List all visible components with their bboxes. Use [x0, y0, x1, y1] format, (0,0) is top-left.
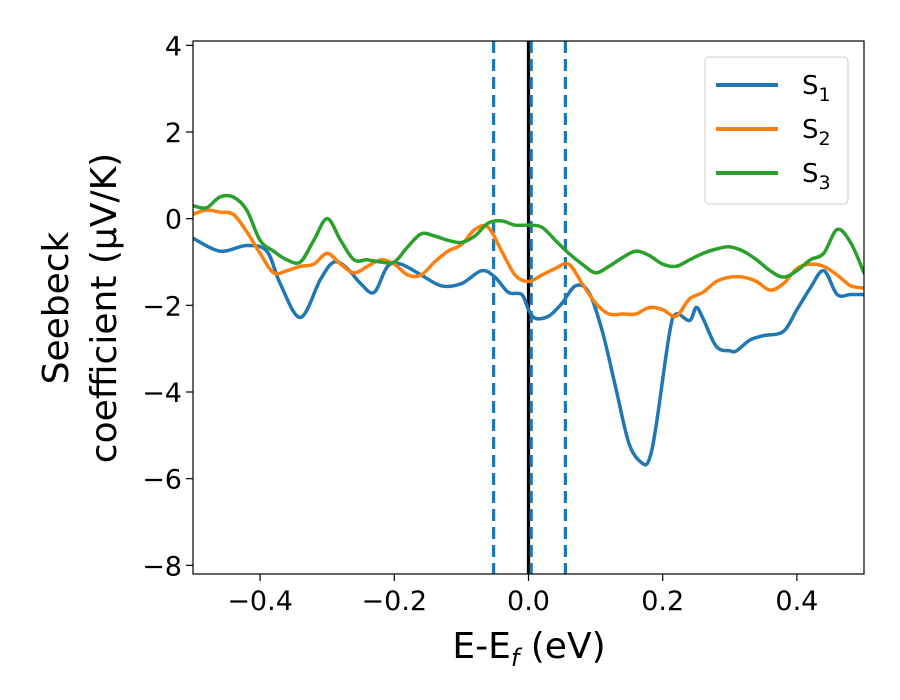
y-tick-label: −8 — [142, 551, 182, 582]
y-tick-label: 4 — [165, 31, 182, 62]
legend-label-s1: S1 — [802, 71, 831, 106]
x-tick-label: 0.4 — [775, 586, 818, 617]
y-tick-label: 0 — [165, 205, 182, 236]
legend: S1 S2 S3 — [704, 56, 849, 205]
x-axis-label: E-Ef (eV) — [452, 626, 605, 672]
series-line-s3 — [193, 193, 864, 279]
x-tick-label: 0.2 — [641, 586, 684, 617]
x-tick-label: −0.4 — [227, 586, 293, 617]
legend-label-s2: S2 — [802, 115, 831, 150]
y-tick-label: −4 — [142, 378, 182, 409]
legend-label-s3: S3 — [802, 159, 831, 194]
y-tick-label: −6 — [142, 465, 182, 496]
x-tick-label: −0.2 — [362, 586, 428, 617]
x-axis-ticks: −0.4 −0.2 0.0 0.2 0.4 — [227, 574, 818, 617]
y-axis-ticks: 4 2 0 −2 −4 −6 −8 — [142, 31, 193, 582]
series-lines — [193, 193, 864, 467]
y-tick-label: 2 — [165, 118, 182, 149]
y-axis-label-line1: Seebeck — [36, 231, 77, 384]
y-tick-label: −2 — [142, 291, 182, 322]
series-line-s2 — [193, 208, 864, 319]
x-tick-label: 0.0 — [507, 586, 550, 617]
y-axis-label-line2: coefficient (μV/K) — [84, 153, 125, 463]
